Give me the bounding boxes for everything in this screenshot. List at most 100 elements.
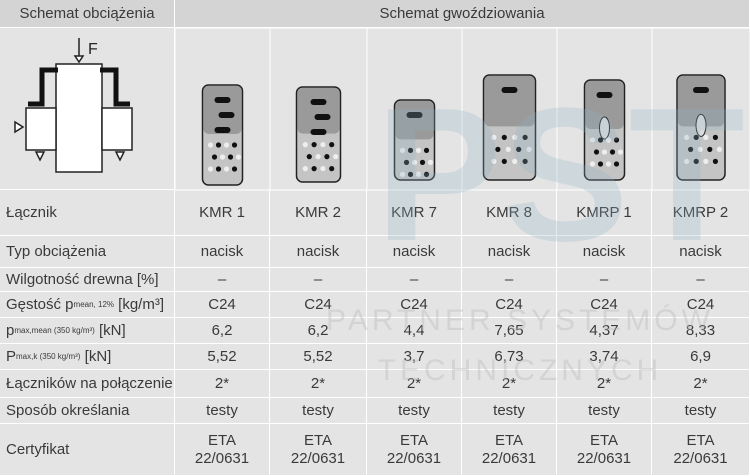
cell: –	[557, 268, 652, 292]
hole	[223, 142, 230, 148]
cell: KMR 1	[175, 190, 270, 236]
cell: testy	[270, 398, 367, 424]
row-label: Typ obciążenia	[0, 236, 175, 268]
label-text: Gęstość p	[6, 295, 74, 313]
cell: 8,33	[652, 318, 750, 344]
hole	[505, 146, 511, 152]
hole	[320, 142, 326, 148]
label-unit: [kN]	[80, 347, 112, 365]
cell: ETA 22/0631	[367, 424, 462, 476]
cell: KMRP 2	[652, 190, 750, 236]
hole	[315, 154, 321, 160]
hole	[609, 149, 616, 155]
hole	[231, 142, 238, 148]
hole	[522, 134, 528, 140]
slot	[214, 97, 231, 103]
row-label: Gęstość p mean, 12% [kg/m³]	[0, 292, 175, 318]
cell: nacisk	[652, 236, 750, 268]
hole	[501, 134, 507, 140]
slot	[218, 112, 235, 118]
cell: C24	[175, 292, 270, 318]
cell: 3,7	[367, 344, 462, 370]
hole	[207, 142, 214, 148]
slot	[693, 87, 709, 93]
hole	[399, 147, 406, 153]
hole	[223, 166, 230, 172]
cell: 2*	[652, 370, 750, 398]
hole	[526, 146, 532, 152]
force-label: F	[88, 41, 98, 58]
hole	[495, 146, 501, 152]
hole	[512, 134, 518, 140]
cell-line: 22/0631	[290, 449, 346, 467]
hole	[415, 147, 422, 153]
hole	[333, 154, 339, 160]
plate-cell	[651, 27, 750, 191]
hole	[306, 154, 312, 160]
hole	[605, 161, 612, 167]
cell-lines: ETA 22/0631	[291, 432, 345, 468]
row-label: Certyfikat	[0, 424, 175, 476]
cell: KMR 2	[270, 190, 367, 236]
plate-top	[203, 86, 242, 134]
hole	[329, 166, 335, 172]
cell-line: ETA	[494, 431, 524, 449]
cell-line: ETA	[589, 431, 619, 449]
cell: testy	[652, 398, 750, 424]
plate-top	[484, 76, 535, 127]
cell: nacisk	[270, 236, 367, 268]
hole	[235, 154, 242, 160]
oval	[599, 116, 610, 140]
hole	[302, 142, 308, 148]
hole	[311, 142, 317, 148]
cell-line: ETA	[399, 431, 429, 449]
hole	[419, 159, 426, 165]
cell: KMR 8	[462, 190, 557, 236]
hole	[407, 147, 414, 153]
header-left: Schemat obciążenia	[0, 0, 175, 28]
hole	[320, 166, 326, 172]
cell: ETA 22/0631	[462, 424, 557, 476]
hole	[712, 134, 719, 140]
cell: ETA 22/0631	[175, 424, 270, 476]
cell: –	[652, 268, 750, 292]
hole	[501, 158, 507, 164]
hole	[491, 158, 497, 164]
cell: 5,52	[270, 344, 367, 370]
cell-lines: ETA 22/0631	[673, 432, 727, 468]
hole	[399, 171, 406, 177]
slot	[214, 127, 231, 133]
hole	[427, 159, 434, 165]
hole	[712, 158, 719, 164]
hole	[684, 134, 690, 140]
cell: testy	[557, 398, 652, 424]
cell-lines: ETA 22/0631	[387, 432, 441, 468]
plate-top	[297, 88, 340, 134]
cell: 7,65	[462, 318, 557, 344]
cell: 6,2	[175, 318, 270, 344]
hole	[597, 137, 604, 143]
row-label: Sposób określania	[0, 398, 175, 424]
hole	[407, 171, 414, 177]
hole	[693, 158, 699, 164]
hole	[703, 134, 709, 140]
hole	[423, 147, 430, 153]
cell: 5,52	[175, 344, 270, 370]
hole	[716, 146, 723, 152]
hole	[215, 142, 222, 148]
cell: testy	[175, 398, 270, 424]
hole	[522, 158, 528, 164]
hole	[697, 146, 703, 152]
hole	[589, 137, 596, 143]
label-unit: [kg/m³]	[114, 295, 165, 313]
cell-line: 22/0631	[194, 449, 250, 467]
hole	[491, 134, 497, 140]
cell: 6,9	[652, 344, 750, 370]
cell: 2*	[270, 370, 367, 398]
cell: 2*	[462, 370, 557, 398]
plate-top	[585, 81, 624, 129]
row-label: Wilgotność drewna [%]	[0, 268, 175, 292]
hole	[329, 142, 335, 148]
hole	[684, 158, 690, 164]
